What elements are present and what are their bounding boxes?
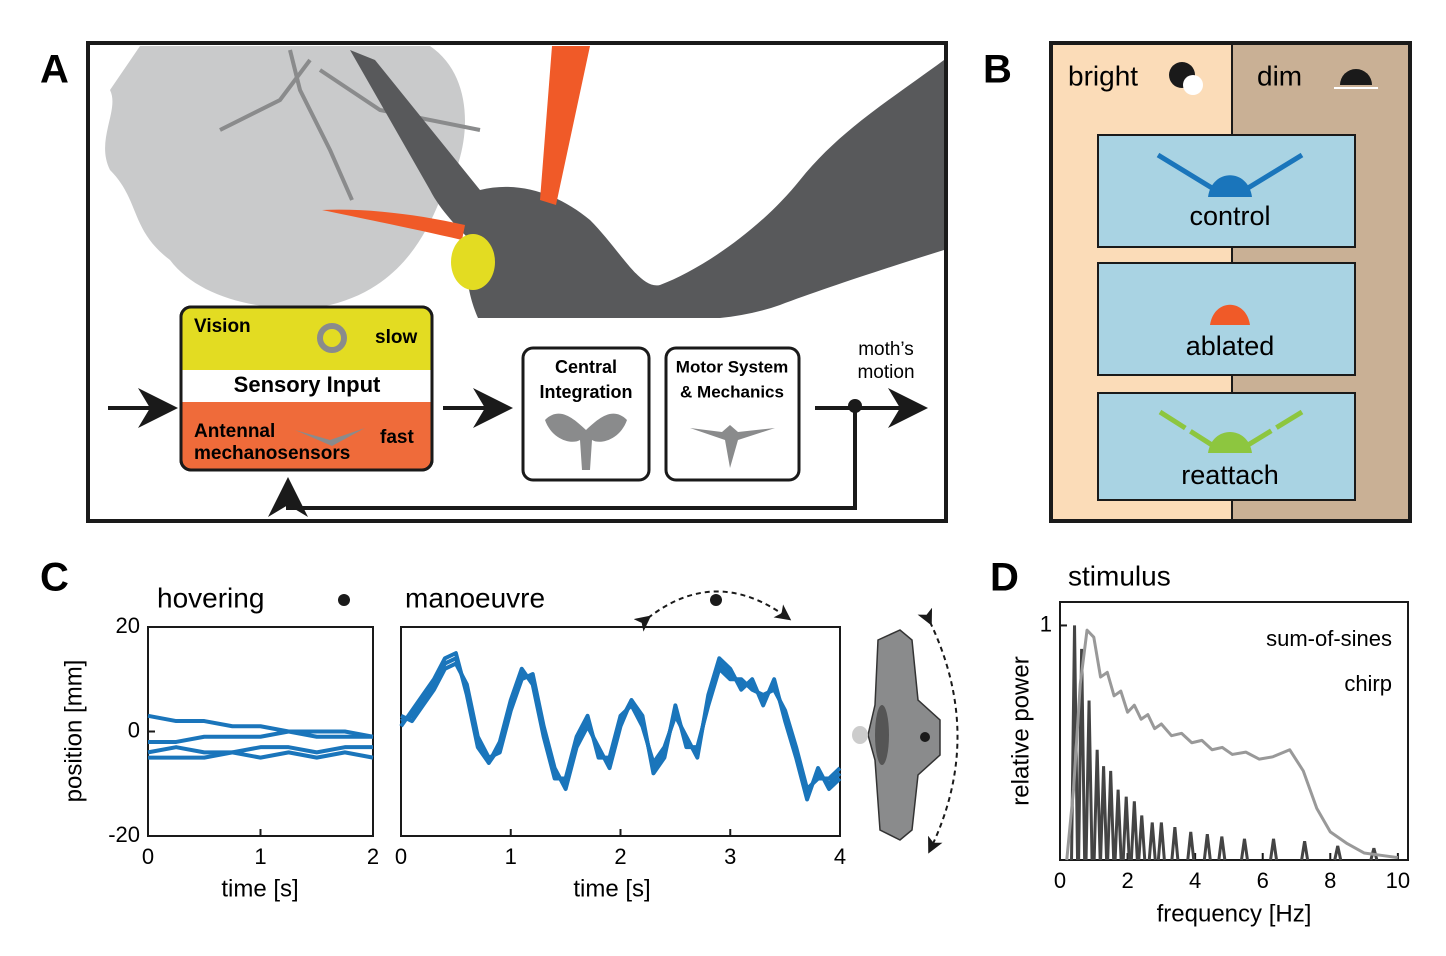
x-tick-label: 4 [1189, 868, 1201, 893]
panel-b-illustration [1051, 43, 1410, 521]
x-tick-label: 0 [142, 844, 154, 869]
label: Central [555, 357, 617, 377]
x-axis-label: time [s] [573, 875, 650, 902]
spike [1335, 846, 1341, 860]
spike [1219, 837, 1225, 860]
x-tick-label: 10 [1386, 868, 1410, 893]
spike [1188, 832, 1194, 860]
condition-label: control [1189, 201, 1270, 231]
spike [1271, 839, 1277, 860]
label: moth’s [858, 339, 914, 360]
x-tick-label: 2 [1121, 868, 1133, 893]
legend-label: chirp [1344, 671, 1392, 696]
line-trace [148, 752, 373, 757]
label: Integration [540, 382, 633, 402]
spike [1139, 815, 1145, 860]
chart-title: hovering [157, 582, 264, 613]
x-tick-label: 3 [724, 844, 736, 869]
x-axis-label: time [s] [221, 875, 298, 902]
y-tick-label: 20 [116, 613, 140, 638]
spike [1115, 790, 1121, 860]
spike [1123, 797, 1129, 860]
figure: A Vision slow Sensory Input Antennal mec… [0, 0, 1446, 956]
spike [1131, 801, 1137, 860]
label: Antennal [194, 421, 275, 442]
label: Motor System [676, 357, 788, 376]
x-tick-label: 0 [1054, 868, 1066, 893]
spike [1204, 834, 1210, 860]
x-tick-label: 1 [254, 844, 266, 869]
spike [1108, 771, 1114, 860]
label: dim [1257, 60, 1302, 91]
line-trace [148, 716, 373, 737]
x-tick-label: 8 [1324, 868, 1336, 893]
spike [1158, 822, 1164, 860]
condition-label: reattach [1181, 460, 1279, 490]
y-tick-label: 1 [1040, 611, 1052, 636]
y-tick-label: 0 [128, 717, 140, 742]
x-tick-label: 1 [505, 844, 517, 869]
spike [1172, 827, 1178, 860]
panel-c-illustration [338, 592, 958, 851]
x-axis-label: frequency [Hz] [1157, 900, 1312, 927]
spike [1302, 841, 1308, 860]
label: fast [380, 427, 414, 448]
x-tick-label: 2 [367, 844, 379, 869]
y-axis-label: position [mm] [60, 660, 87, 803]
panel-letter: B [983, 48, 1012, 92]
legend-label: sum-of-sines [1266, 626, 1392, 651]
label: bright [1068, 60, 1138, 91]
spike [1094, 750, 1100, 860]
spike [1241, 839, 1247, 860]
chart-title: manoeuvre [405, 582, 545, 613]
label: Sensory Input [234, 372, 381, 397]
panel-letter: C [40, 556, 69, 600]
panel-letter: A [40, 48, 69, 92]
spike [1101, 766, 1107, 860]
x-tick-label: 4 [834, 844, 846, 869]
label: motion [857, 362, 914, 383]
spike [1149, 822, 1155, 860]
label: slow [375, 327, 417, 348]
x-tick-label: 2 [614, 844, 626, 869]
spike [1086, 701, 1092, 860]
condition-label: ablated [1186, 331, 1275, 361]
y-axis-label: relative power [1007, 656, 1034, 805]
label: Vision [194, 316, 251, 337]
panel-letter: D [990, 556, 1019, 600]
page: { "panels": { "a": {"label": "A", "visio… [0, 0, 1446, 956]
x-tick-label: 6 [1257, 868, 1269, 893]
x-tick-label: 0 [395, 844, 407, 869]
label: & Mechanics [680, 382, 784, 401]
y-tick-label: -20 [108, 822, 140, 847]
chart-title: stimulus [1068, 560, 1171, 591]
label: mechanosensors [194, 443, 350, 464]
